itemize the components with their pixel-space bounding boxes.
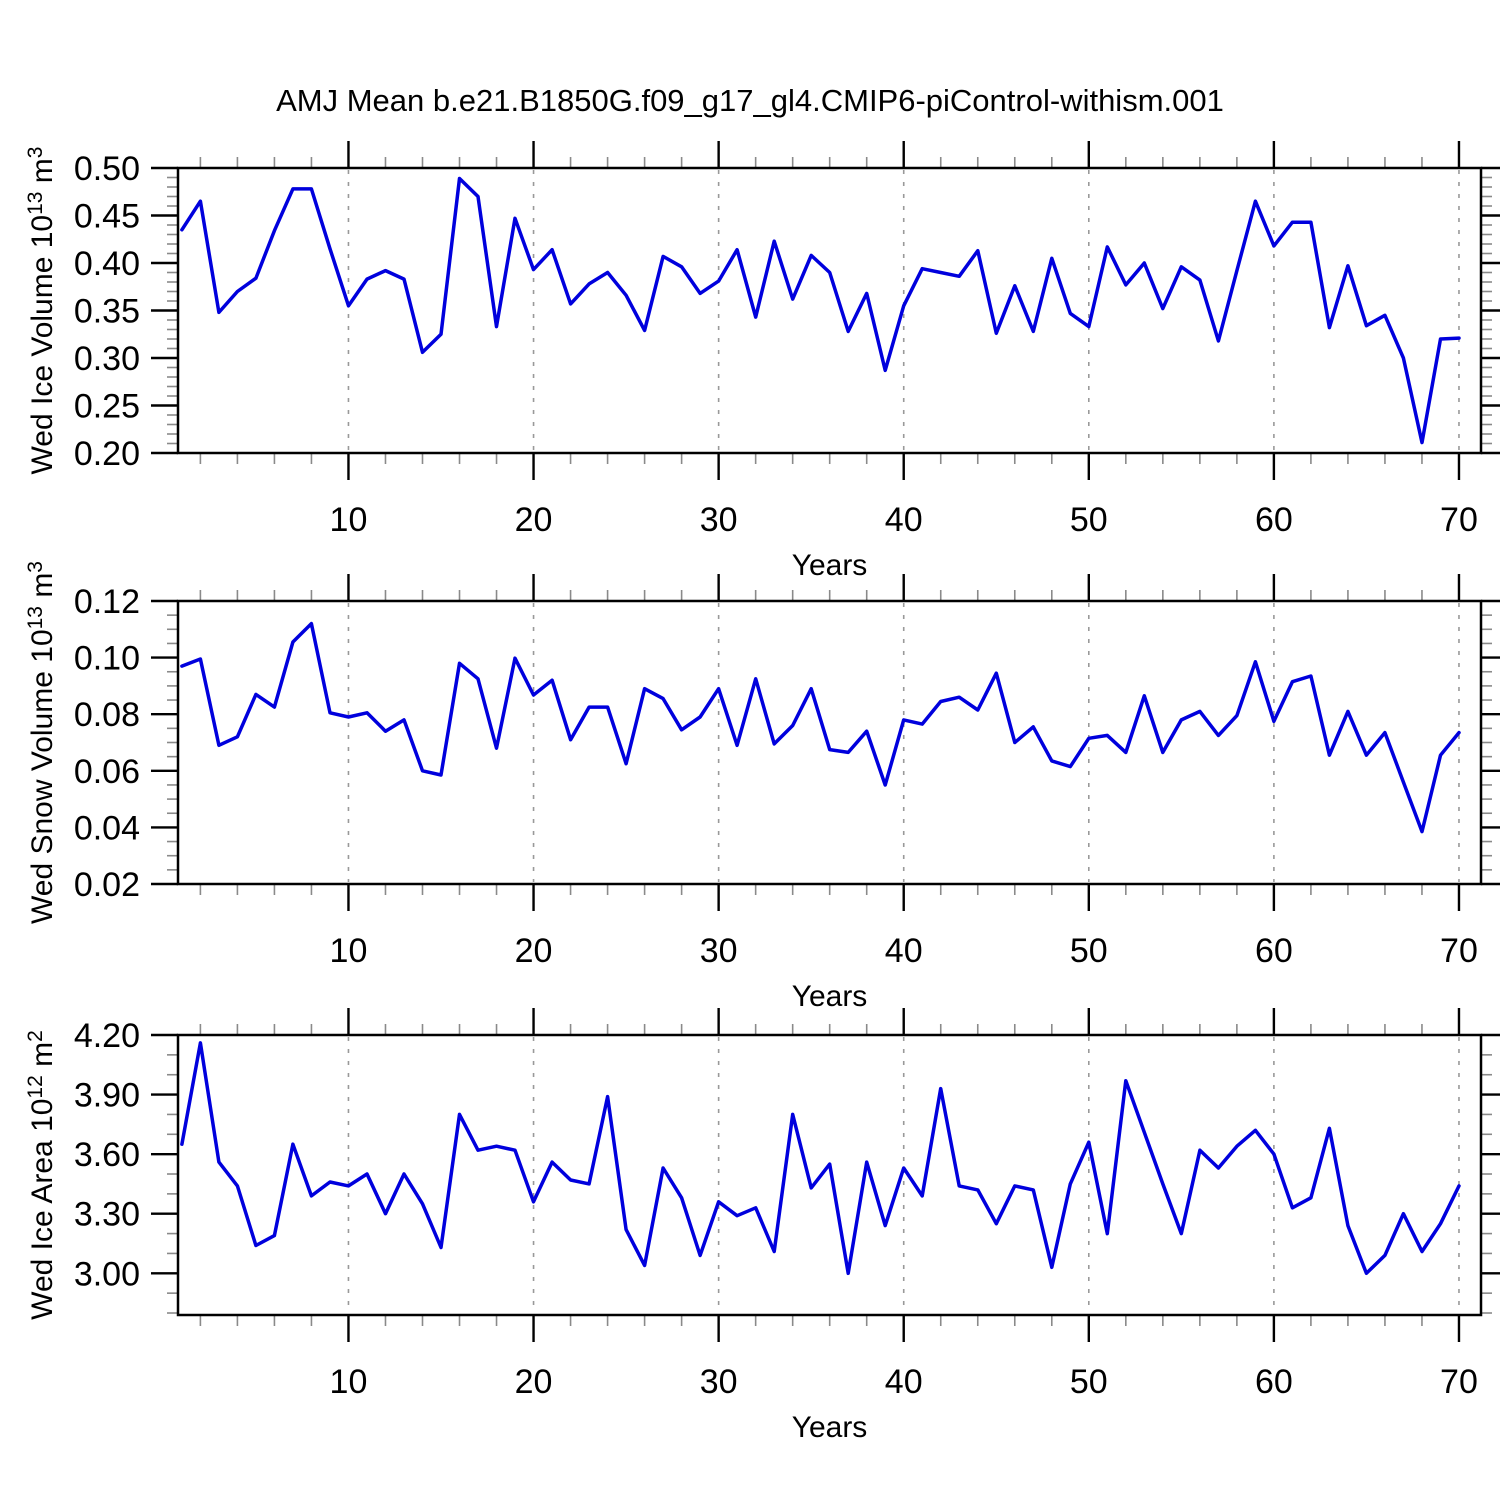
snow-volume-chart: 10 20 30 40 50 60 70 0.02 0.04 0.06 0.08 0.10 0.12 Ye…: [24, 561, 1500, 1013]
y-tick-label: 3.60: [74, 1136, 140, 1174]
x-tick-label: 40: [885, 1363, 923, 1401]
y-axis-title: Wed Ice Volume 1013 m3: [24, 147, 59, 475]
x-tick-label: 70: [1440, 501, 1478, 539]
y-tick-label: 0.06: [74, 753, 140, 791]
data-line: [180, 621, 1461, 834]
x-tick-label: 30: [700, 932, 738, 970]
y-tick-label: 0.12: [74, 583, 140, 621]
x-tick-label: 10: [330, 1363, 368, 1401]
y-tick-label: 0.25: [74, 388, 140, 426]
y-tick-label: 0.10: [74, 640, 140, 678]
x-tick-label: 50: [1070, 932, 1108, 970]
y-tick-label: 0.40: [74, 245, 140, 283]
y-tick-label: 3.90: [74, 1077, 140, 1115]
plot-frame: [176, 1033, 1483, 1317]
x-tick-label: 20: [515, 932, 553, 970]
y-tick-label: 3.00: [74, 1255, 140, 1293]
y-tick-label: 4.20: [74, 1017, 140, 1055]
y-tick-label: 0.20: [74, 435, 140, 473]
x-tick-label: 60: [1255, 932, 1293, 970]
x-axis-title: Years: [792, 1411, 868, 1444]
plot-frame: [176, 599, 1483, 886]
y-tick-label: 0.30: [74, 340, 140, 378]
y-tick-label: 0.04: [74, 809, 140, 847]
data-line: [180, 1041, 1461, 1276]
x-tick-label: 40: [885, 501, 923, 539]
data-line: [180, 176, 1461, 445]
y-tick-label: 0.45: [74, 198, 140, 236]
x-tick-label: 30: [700, 501, 738, 539]
x-tick-label: 70: [1440, 932, 1478, 970]
y-tick-label: 0.35: [74, 293, 140, 331]
y-tick-label: 0.50: [74, 150, 140, 188]
x-tick-label: 20: [515, 501, 553, 539]
x-tick-label: 70: [1440, 1363, 1478, 1401]
y-axis-title: Wed Ice Area 1012 m2: [24, 1030, 59, 1320]
ice-area-chart: 10 20 30 40 50 60 70 3.00 3.30 3.60 3.90 4.20 Years W…: [24, 1008, 1500, 1444]
y-tick-label: 0.02: [74, 866, 140, 904]
y-axis-title: Wed Snow Volume 1013 m3: [24, 561, 59, 924]
y-tick-label: 3.30: [74, 1196, 140, 1234]
plot-frame: [176, 166, 1483, 455]
x-tick-label: 60: [1255, 1363, 1293, 1401]
ice-volume-chart: 10 20 30 40 50 60 70 0.20 0.25 0.30 0.35 0.40 0.45 0.…: [24, 141, 1500, 582]
x-tick-label: 30: [700, 1363, 738, 1401]
x-tick-label: 40: [885, 932, 923, 970]
x-axis-title: Years: [792, 549, 868, 582]
figure-title: AMJ Mean b.e21.B1850G.f09_g17_gl4.CMIP6-…: [276, 83, 1224, 118]
x-tick-label: 10: [330, 932, 368, 970]
x-tick-label: 10: [330, 501, 368, 539]
x-axis-title: Years: [792, 980, 868, 1013]
x-tick-label: 50: [1070, 501, 1108, 539]
x-tick-label: 50: [1070, 1363, 1108, 1401]
x-tick-label: 20: [515, 1363, 553, 1401]
y-tick-label: 0.08: [74, 696, 140, 734]
x-tick-label: 60: [1255, 501, 1293, 539]
